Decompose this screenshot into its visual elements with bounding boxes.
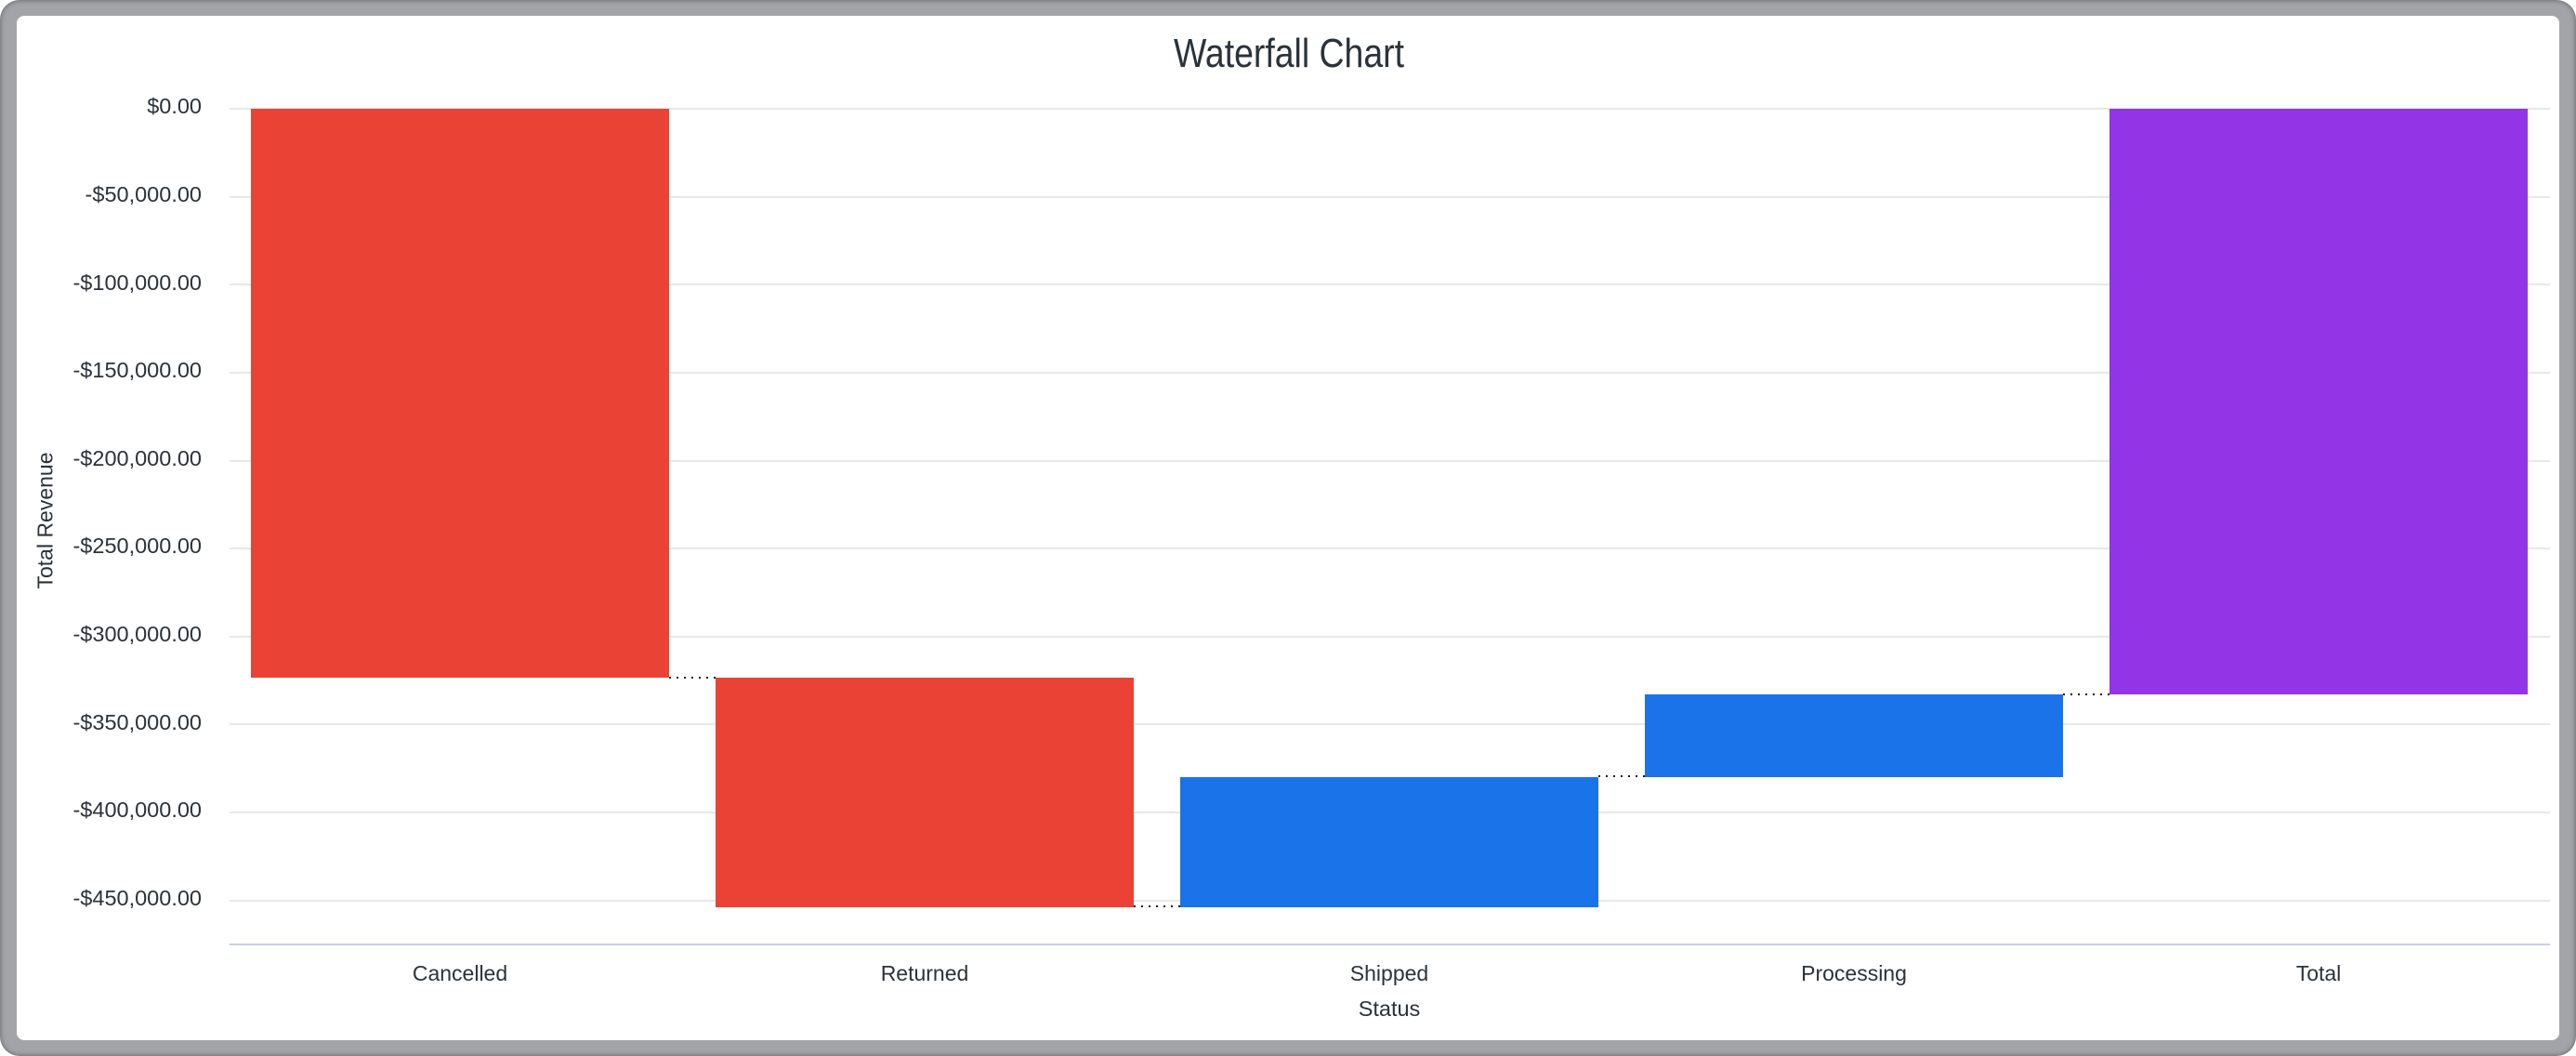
x-category-label-shipped: Shipped (1349, 961, 1429, 986)
y-tick-label: -$400,000.00 (72, 798, 202, 823)
bar-processing[interactable] (1645, 694, 2063, 777)
bar-returned[interactable] (716, 678, 1134, 907)
y-gridline (229, 195, 2550, 198)
waterfall-connector (669, 676, 716, 679)
y-axis-title: Total Revenue (33, 452, 58, 589)
y-gridline (229, 459, 2550, 462)
y-tick-label: -$200,000.00 (72, 445, 202, 470)
x-category-label-returned: Returned (880, 961, 969, 986)
y-gridline (229, 284, 2550, 286)
waterfall-connector (2063, 693, 2109, 695)
bar-cancelled[interactable] (251, 109, 669, 679)
y-tick-label: -$100,000.00 (72, 270, 202, 295)
y-tick-label: -$350,000.00 (72, 709, 202, 734)
waterfall-connector (1598, 775, 1645, 778)
y-tick-label: -$300,000.00 (72, 622, 202, 647)
y-tick-label: -$50,000.00 (85, 181, 202, 206)
y-tick-label: -$450,000.00 (72, 886, 202, 910)
x-axis-line (229, 944, 2550, 946)
x-category-label-cancelled: Cancelled (412, 961, 508, 986)
bar-total[interactable] (2109, 109, 2528, 695)
x-axis-title: Status (1358, 996, 1421, 1021)
x-category-label-total: Total (2295, 961, 2342, 986)
y-tick-label: -$250,000.00 (72, 534, 202, 559)
chart-title: Waterfall Chart (1173, 31, 1405, 76)
y-gridline (229, 548, 2550, 550)
y-gridline (229, 635, 2550, 638)
y-gridline (229, 371, 2550, 374)
x-category-label-processing: Processing (1801, 961, 1907, 986)
y-gridline (229, 723, 2550, 726)
y-tick-label: $0.00 (147, 94, 202, 119)
y-gridline (229, 108, 2550, 110)
y-tick-label: -$150,000.00 (72, 358, 202, 383)
bar-shipped[interactable] (1180, 776, 1598, 907)
waterfall-connector (1134, 905, 1180, 908)
